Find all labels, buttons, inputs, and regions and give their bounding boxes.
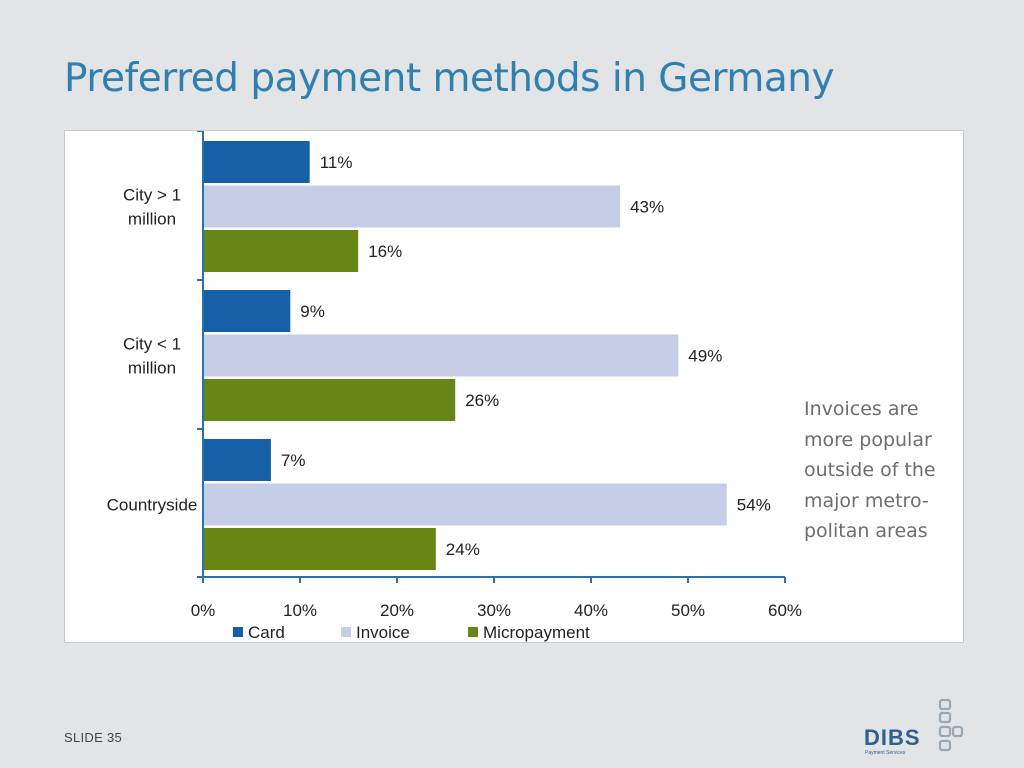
- legend-swatch-card: [233, 627, 243, 637]
- bar-value-label: 11%: [320, 153, 353, 172]
- bar-value-label: 43%: [630, 198, 664, 217]
- legend-swatch-micropayment: [468, 627, 478, 637]
- legend-label-card: Card: [248, 623, 285, 642]
- bar-card: [203, 439, 271, 481]
- bar-invoice: [203, 185, 621, 228]
- category-label: Countryside: [107, 496, 198, 515]
- bar-invoice: [203, 483, 727, 526]
- legend-swatch-invoice: [341, 627, 351, 637]
- bar-chart: 11% 43% 16% City > 1 million 9% 49% 26% City < 1…: [107, 131, 802, 642]
- x-tick-label: 40%: [574, 601, 608, 620]
- slide-number: SLIDE 35: [64, 730, 123, 745]
- chart-panel: 11% 43% 16% City > 1 million 9% 49% 26% City < 1…: [64, 130, 964, 643]
- category-label: million: [128, 359, 176, 378]
- bar-value-label: 24%: [446, 540, 480, 559]
- bar-value-label: 26%: [465, 391, 499, 410]
- bar-value-label: 49%: [688, 347, 722, 366]
- bar-micropayment: [203, 379, 456, 421]
- bar-value-label: 16%: [368, 242, 402, 261]
- legend-label-invoice: Invoice: [356, 623, 410, 642]
- x-tick-label: 10%: [283, 601, 317, 620]
- bar-micropayment: [203, 528, 436, 570]
- x-tick-label: 20%: [380, 601, 414, 620]
- bar-value-label: 54%: [737, 496, 771, 515]
- bar-micropayment: [203, 230, 359, 272]
- category-label: City > 1: [123, 186, 181, 205]
- logo-subtext: Payment Services: [865, 750, 906, 756]
- dibs-logo: DIBS Payment Services: [864, 698, 974, 758]
- logo-text: DIBS: [864, 725, 921, 750]
- bar-card: [203, 290, 291, 332]
- x-tick-label: 50%: [671, 601, 705, 620]
- bar-invoice: [203, 334, 679, 377]
- category-label: City < 1: [123, 335, 181, 354]
- category-label: million: [128, 210, 176, 229]
- side-note: Invoices are more popular outside of the…: [804, 398, 936, 542]
- x-tick-label: 30%: [477, 601, 511, 620]
- bar-value-label: 9%: [300, 302, 325, 321]
- legend-label-micropayment: Micropayment: [483, 623, 590, 642]
- bar-card: [203, 141, 310, 183]
- x-tick-label: 0%: [191, 601, 216, 620]
- bar-value-label: 7%: [281, 451, 306, 470]
- x-tick-label: 60%: [768, 601, 802, 620]
- slide-title: Preferred payment methods in Germany: [64, 56, 835, 101]
